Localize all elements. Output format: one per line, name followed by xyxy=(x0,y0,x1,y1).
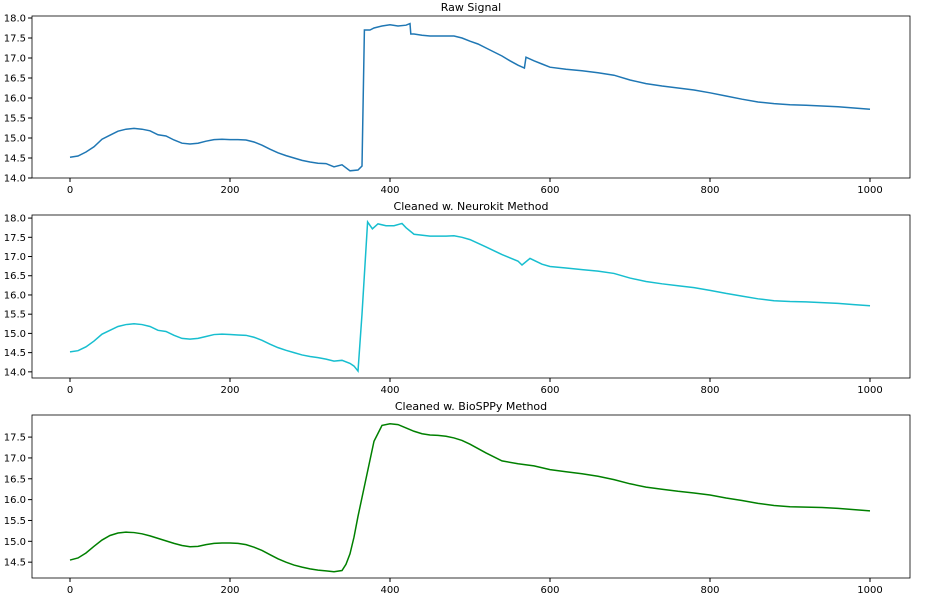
signal-line xyxy=(69,219,871,374)
y-tick-label: 17.0 xyxy=(4,252,26,263)
axes-frame xyxy=(31,214,911,379)
y-tick-label: 16.0 xyxy=(4,290,26,301)
x-tick-label: 600 xyxy=(540,385,559,396)
x-tick-label: 800 xyxy=(700,585,719,596)
x-tick-label: 200 xyxy=(220,585,239,596)
x-tick-label: 800 xyxy=(700,185,719,196)
x-tick-label: 1000 xyxy=(857,185,882,196)
x-tick-label: 0 xyxy=(67,185,73,196)
chart-title: Raw Signal xyxy=(441,1,501,14)
x-tick-label: 600 xyxy=(540,185,559,196)
x-tick-label: 400 xyxy=(380,585,399,596)
y-tick-label: 15.0 xyxy=(4,134,26,145)
y-tick-label: 17.5 xyxy=(4,233,26,244)
x-tick-label: 1000 xyxy=(857,385,882,396)
y-tick-label: 15.5 xyxy=(4,114,26,125)
x-tick-label: 0 xyxy=(67,585,73,596)
y-tick-label: 14.5 xyxy=(4,558,26,569)
chart-title: Cleaned w. BioSPPy Method xyxy=(395,400,547,413)
y-tick-label: 17.5 xyxy=(4,34,26,45)
x-tick-label: 400 xyxy=(380,185,399,196)
y-tick-label: 15.5 xyxy=(4,516,26,527)
y-tick-label: 18.0 xyxy=(4,14,26,25)
x-tick-label: 1000 xyxy=(857,585,882,596)
x-tick-label: 200 xyxy=(220,385,239,396)
x-tick-label: 200 xyxy=(220,185,239,196)
signal-line xyxy=(69,22,871,172)
y-tick-label: 17.0 xyxy=(4,54,26,65)
y-tick-label: 16.0 xyxy=(4,94,26,105)
y-tick-label: 14.5 xyxy=(4,348,26,359)
y-tick-label: 14.0 xyxy=(4,367,26,378)
y-tick-label: 15.5 xyxy=(4,310,26,321)
y-tick-label: 16.5 xyxy=(4,271,26,282)
y-tick-label: 14.5 xyxy=(4,154,26,165)
x-tick-label: 400 xyxy=(380,385,399,396)
y-tick-label: 15.0 xyxy=(4,537,26,548)
y-tick-label: 16.5 xyxy=(4,474,26,485)
x-tick-label: 800 xyxy=(700,385,719,396)
y-tick-label: 14.0 xyxy=(4,174,26,185)
signal-line xyxy=(69,422,871,573)
y-tick-label: 16.5 xyxy=(4,74,26,85)
y-tick-label: 17.5 xyxy=(4,433,26,444)
axes-frame xyxy=(31,414,911,579)
axes-frame xyxy=(31,15,911,179)
y-tick-label: 18.0 xyxy=(4,214,26,225)
y-tick-label: 15.0 xyxy=(4,329,26,340)
y-tick-label: 16.0 xyxy=(4,495,26,506)
x-tick-label: 600 xyxy=(540,585,559,596)
y-tick-label: 17.0 xyxy=(4,453,26,464)
x-tick-label: 0 xyxy=(67,385,73,396)
chart-title: Cleaned w. Neurokit Method xyxy=(394,200,549,213)
